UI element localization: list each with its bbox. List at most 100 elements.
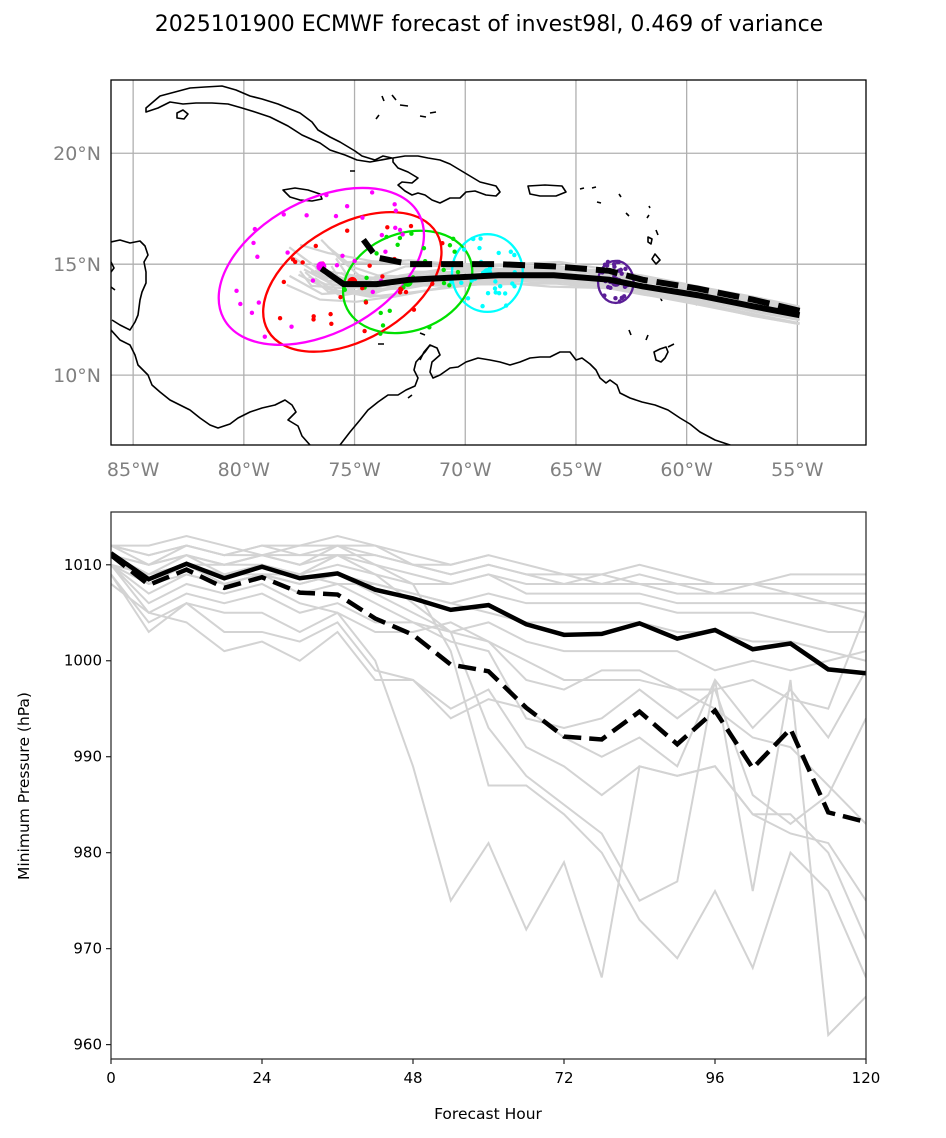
member-position-dot [612,264,617,269]
member-position-dot [256,300,262,305]
coastline-maracaibo [407,344,431,399]
member-position-dot [360,215,365,220]
member-position-dot [400,232,405,237]
member-position-dot [455,269,461,275]
member-position-dot [480,303,485,309]
member-position-dot [342,287,347,293]
member-position-dot [378,310,383,316]
y-tick-label: 1000 [64,652,102,670]
member-position-dot [470,236,476,241]
y-tick-label: 960 [73,1036,102,1054]
coastline-hispaniola [392,155,501,204]
member-position-dot [496,250,501,256]
map-frame [110,79,867,446]
member-position-dot [449,279,454,285]
member-position-dot [441,280,447,286]
coastline-honduras [111,261,116,291]
member-position-dot [393,225,398,231]
y-tick-label: 1010 [64,556,102,574]
member-position-dot [399,287,404,292]
cluster-mean-track [361,237,801,314]
map-lon-tick-label: 70°W [439,459,492,481]
member-position-dot [496,290,502,296]
member-position-dot [379,232,385,238]
pressure-x-ticks: 0 24 48 72 96 120 [106,1059,880,1087]
member-position-dot [493,279,498,284]
member-position-dot [380,323,386,328]
member-position-dot [492,286,498,291]
map-lat-tick-label: 10°N [53,365,101,387]
member-position-dot [619,271,624,276]
member-position-dot [304,213,309,218]
coastline-central-america [111,239,311,445]
ensemble-member-line [111,573,866,768]
member-position-dot [452,249,457,254]
y-tick-label: 970 [73,940,102,958]
member-position-dot [493,290,498,295]
mean-tracks [319,237,801,319]
x-tick-label: 120 [852,1069,881,1087]
member-position-dot [465,296,471,301]
member-position-dot [313,243,319,249]
member-position-dot [397,235,403,241]
member-position-dot [285,250,290,255]
coastline-south-america [339,344,733,445]
map-panel: 85°W 80°W 75°W 70°W 65°W 60°W 55°W 10°N 15°N 20°… [53,79,867,481]
map-lon-tick-label: 65°W [550,459,603,481]
member-position-dot [387,308,392,314]
member-position-dot [289,324,294,329]
member-position-dot [411,307,417,312]
member-position-dot [623,266,628,272]
member-position-dot [441,267,446,273]
member-position-dot [451,236,456,242]
member-position-dot [613,295,618,301]
member-position-dot [378,331,383,336]
member-position-dot [447,243,453,248]
member-position-dot [617,299,622,304]
x-tick-label: 96 [705,1069,724,1087]
member-position-dot [262,334,268,339]
member-position-dot [370,289,376,295]
member-position-dot [605,259,611,265]
member-position-dot [364,275,369,281]
ensemble-mean-track [319,266,801,319]
cluster-mean-pressure-line [111,553,866,825]
mean-pressure-lines [111,551,866,825]
x-tick-label: 48 [403,1069,422,1087]
y-tick-label: 990 [73,748,102,766]
member-position-dot [510,281,515,286]
ensemble-member-line [111,544,866,614]
coastline-puerto-rico [527,184,567,197]
coastline-cuba [145,85,393,163]
member-position-dot [281,279,287,285]
pressure-panel: 0 24 48 72 96 120 960 970 980 990 1000 1010 Foreca… [15,511,880,1123]
coastlines [111,85,733,445]
member-position-dot [440,241,445,246]
member-position-dot [608,285,613,291]
member-position-dot [311,314,316,319]
member-position-dot [508,249,514,254]
member-position-dot [430,281,435,286]
member-position-dot [255,254,260,259]
ensemble-member-line [111,564,866,672]
coastline-jamaica [282,187,323,202]
member-position-dot [352,258,357,264]
map-lon-tick-label: 55°W [771,459,824,481]
member-position-dot [238,301,243,307]
member-position-dot [333,213,339,219]
map-lon-tick-label: 75°W [328,459,381,481]
map-lon-tick-label: 60°W [660,459,713,481]
member-position-dot [344,203,350,209]
x-tick-label: 24 [252,1069,271,1087]
member-position-dot [362,328,367,334]
figure-title: 2025101900 ECMWF forecast of invest98l, … [154,12,824,37]
member-position-dot [385,225,390,230]
member-position-dot [290,257,296,262]
member-position-dot [459,280,464,285]
member-position-dot [328,311,333,317]
ensemble-member-line [111,544,866,978]
member-position-dot [380,274,385,279]
member-position-dot [427,325,432,330]
ensemble-member-line [111,554,866,1038]
